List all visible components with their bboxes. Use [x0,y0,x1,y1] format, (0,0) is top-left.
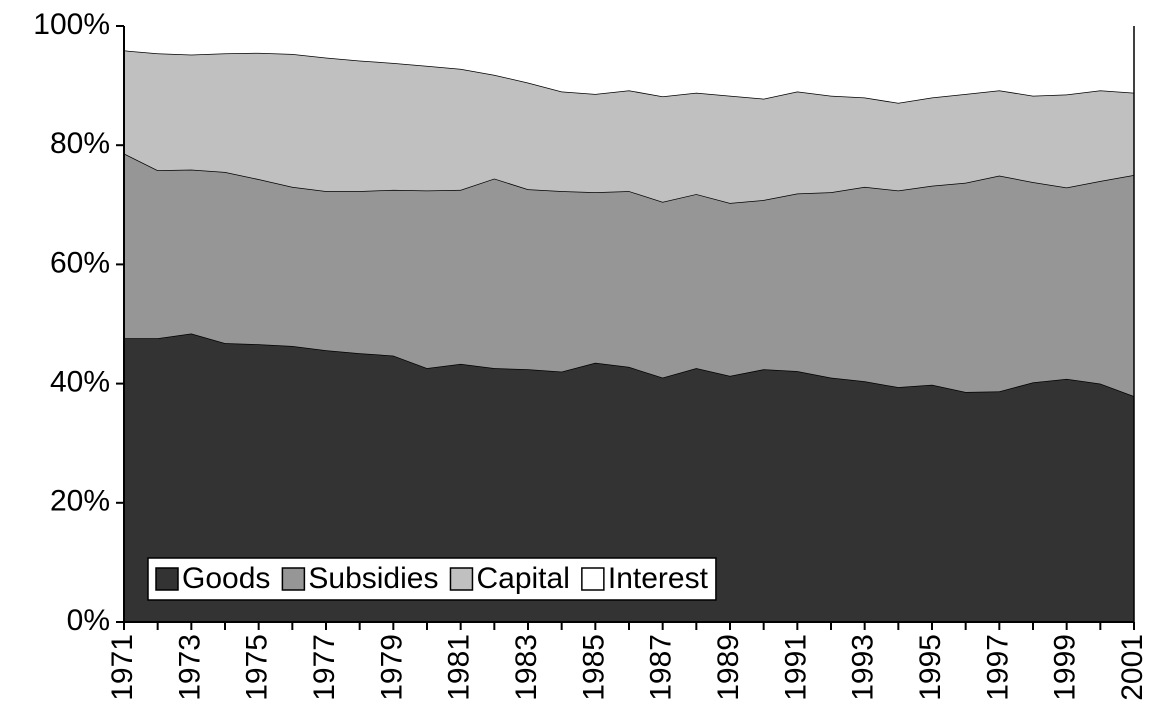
x-tick-label: 2001 [1116,634,1149,701]
y-tick-label: 40% [50,366,110,399]
legend-swatch [449,567,474,591]
legend-label: Subsidies [308,562,438,595]
legend-swatch [155,567,179,591]
x-tick-label: 1999 [1049,634,1082,701]
x-tick-label: 1977 [308,634,341,701]
x-tick-label: 1993 [847,634,880,701]
legend-swatch [281,567,306,591]
x-tick-label: 1971 [106,634,139,701]
y-tick-label: 0% [67,604,110,637]
area [124,153,1134,397]
x-tick-label: 1997 [981,634,1014,701]
x-tick-label: 1987 [645,634,678,701]
x-tick-label: 1981 [443,634,476,701]
y-tick-label: 20% [50,485,110,518]
area [124,26,1134,103]
x-tick-label: 1995 [914,634,947,701]
x-tick-label: 1985 [577,634,610,701]
y-tick-label: 60% [50,246,110,279]
legend-label: Goods [182,562,270,595]
legend-label: Interest [608,562,709,595]
x-tick-label: 1983 [510,634,543,701]
legend: Goods Subsidies Capital Interest [147,557,717,601]
x-tick-label: 1975 [241,634,274,701]
area [124,50,1134,204]
x-tick-label: 1979 [375,634,408,701]
y-tick-label: 100% [33,8,110,41]
x-tick-label: 1973 [173,634,206,701]
area [124,333,1134,622]
x-tick-label: 1991 [779,634,812,701]
legend-label: Capital [476,562,569,595]
legend-box [147,557,717,601]
x-tick-label: 1989 [712,634,745,701]
y-tick-label: 80% [50,127,110,160]
legend-swatch [581,567,605,591]
